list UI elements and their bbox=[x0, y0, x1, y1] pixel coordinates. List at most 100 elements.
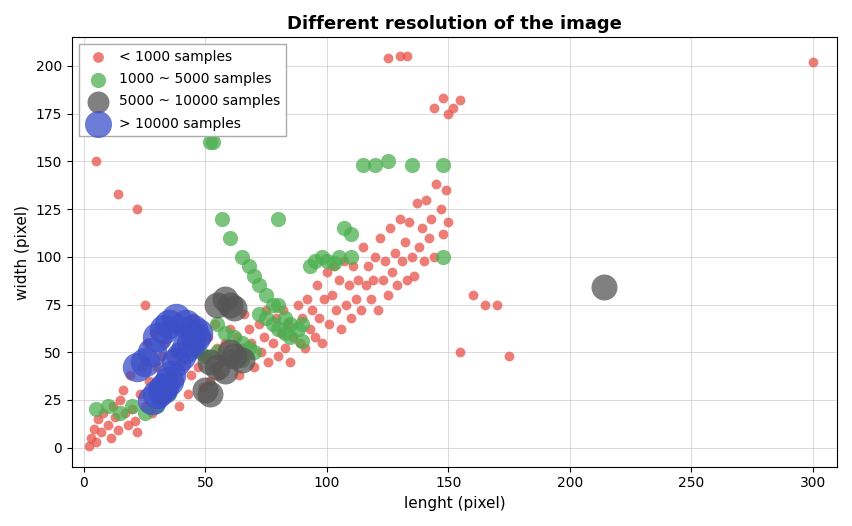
Point bbox=[150, 333, 164, 341]
Point bbox=[252, 319, 266, 328]
Point bbox=[145, 396, 158, 404]
Point bbox=[352, 276, 366, 284]
Point bbox=[247, 348, 261, 357]
Point bbox=[113, 409, 127, 418]
Point bbox=[159, 386, 173, 394]
Point bbox=[279, 329, 292, 337]
Point bbox=[157, 382, 170, 391]
Point bbox=[116, 386, 130, 394]
Point bbox=[227, 358, 241, 366]
Point bbox=[490, 300, 504, 309]
Point bbox=[235, 356, 249, 364]
Point bbox=[252, 281, 266, 290]
Point bbox=[310, 281, 324, 290]
Point bbox=[204, 358, 217, 366]
Point bbox=[162, 377, 176, 385]
Point bbox=[271, 352, 285, 360]
Point bbox=[235, 338, 249, 347]
Point bbox=[439, 186, 452, 194]
Point bbox=[222, 325, 236, 333]
Point bbox=[242, 325, 256, 333]
Point bbox=[271, 215, 285, 223]
Point bbox=[279, 313, 292, 322]
Point bbox=[332, 252, 346, 261]
Point bbox=[308, 256, 321, 265]
Point bbox=[271, 300, 285, 309]
Point bbox=[347, 262, 360, 270]
Point bbox=[191, 329, 204, 337]
Point bbox=[422, 234, 435, 242]
Point bbox=[378, 256, 392, 265]
Point bbox=[502, 352, 515, 360]
Point bbox=[89, 438, 103, 446]
Point bbox=[138, 358, 152, 366]
Point bbox=[189, 333, 203, 341]
Point bbox=[453, 348, 467, 357]
Point bbox=[400, 276, 414, 284]
Point bbox=[235, 252, 249, 261]
Point bbox=[170, 313, 183, 322]
Point bbox=[147, 329, 161, 337]
Point bbox=[101, 420, 115, 429]
Point bbox=[305, 306, 319, 315]
Point bbox=[436, 94, 450, 103]
Point bbox=[104, 434, 118, 442]
Point bbox=[145, 348, 158, 357]
Point bbox=[108, 413, 122, 421]
Point bbox=[199, 352, 212, 360]
Point bbox=[162, 319, 176, 328]
Point bbox=[189, 348, 203, 357]
Point bbox=[325, 291, 338, 299]
Point bbox=[187, 313, 200, 322]
Point bbox=[315, 338, 329, 347]
Point bbox=[284, 333, 297, 341]
Point bbox=[344, 230, 358, 238]
Point bbox=[155, 386, 169, 394]
Point bbox=[356, 243, 370, 251]
Point bbox=[222, 234, 236, 242]
Point bbox=[227, 352, 241, 360]
Point bbox=[308, 333, 321, 341]
Point bbox=[218, 329, 232, 337]
Point bbox=[342, 281, 355, 290]
Point bbox=[337, 224, 350, 232]
Point bbox=[82, 441, 95, 450]
Point bbox=[145, 409, 158, 418]
Point bbox=[242, 344, 256, 352]
Point bbox=[267, 300, 280, 309]
Point bbox=[135, 363, 149, 372]
Point bbox=[162, 319, 176, 328]
Point bbox=[405, 161, 418, 169]
Point bbox=[96, 409, 110, 418]
Point bbox=[222, 348, 236, 357]
Point bbox=[191, 363, 204, 372]
Point bbox=[130, 363, 144, 372]
Point bbox=[435, 205, 448, 214]
Point bbox=[101, 401, 115, 410]
Point bbox=[369, 161, 383, 169]
Point bbox=[478, 300, 492, 309]
Point bbox=[436, 230, 450, 238]
Point bbox=[318, 295, 331, 303]
Point bbox=[279, 344, 292, 352]
Point bbox=[172, 401, 186, 410]
Point bbox=[337, 256, 350, 265]
Point bbox=[205, 363, 219, 372]
Point bbox=[267, 319, 280, 328]
Point bbox=[286, 333, 300, 341]
Point bbox=[407, 271, 421, 280]
Point bbox=[193, 348, 207, 357]
Point bbox=[247, 363, 261, 372]
Point bbox=[125, 401, 139, 410]
Point bbox=[393, 52, 406, 60]
Point bbox=[298, 344, 312, 352]
Point bbox=[354, 306, 367, 315]
Point bbox=[327, 262, 341, 270]
Legend: < 1000 samples, 1000 ~ 5000 samples, 5000 ~ 10000 samples, > 10000 samples: < 1000 samples, 1000 ~ 5000 samples, 500… bbox=[78, 44, 285, 136]
Point bbox=[256, 333, 270, 341]
Point bbox=[170, 358, 183, 366]
Point bbox=[259, 291, 273, 299]
Point bbox=[238, 310, 251, 318]
Point bbox=[218, 338, 232, 347]
Point bbox=[315, 252, 329, 261]
